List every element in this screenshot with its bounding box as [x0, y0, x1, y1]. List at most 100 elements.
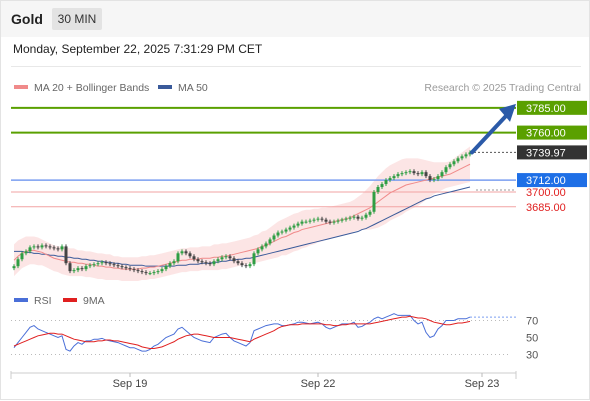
candle-body	[32, 246, 36, 248]
candle-body	[436, 176, 440, 180]
candle-body	[332, 221, 336, 223]
candle-body	[120, 266, 124, 268]
candle-body	[180, 251, 184, 254]
candle-body	[424, 172, 428, 177]
candle-body	[144, 272, 148, 274]
candle-body	[128, 268, 132, 270]
candle-body	[12, 266, 16, 269]
level-tag-3739.97	[517, 145, 587, 160]
candle-body	[272, 235, 276, 240]
candle-body	[448, 164, 452, 168]
candle-body	[316, 218, 320, 220]
candle-body	[312, 219, 316, 221]
candle-body	[36, 246, 40, 248]
timeframe-badge[interactable]: 30 MIN	[52, 8, 102, 30]
candle-body	[220, 257, 224, 260]
candle-body	[344, 218, 348, 220]
candle-body	[412, 171, 416, 174]
candle-body	[444, 167, 448, 173]
candle-body	[452, 161, 456, 165]
level-label-3785.00: 3785.00	[526, 103, 566, 115]
rsi-tick-50: 50	[526, 333, 538, 345]
level-label-3700.00: 3700.00	[526, 187, 566, 199]
level-tag-3785.00	[517, 100, 587, 115]
candle-body	[16, 259, 20, 267]
candle-body	[440, 172, 444, 177]
candle-body	[260, 246, 264, 250]
candle-body	[384, 180, 388, 185]
candle-body	[256, 249, 260, 254]
candle-body	[148, 273, 152, 275]
candle-body	[236, 261, 240, 264]
candle-body	[360, 217, 364, 219]
candle-body	[84, 266, 88, 270]
candle-body	[420, 172, 424, 175]
candle-body	[76, 268, 80, 271]
candle-body	[252, 253, 256, 265]
candle-body	[60, 246, 64, 250]
candle-body	[232, 258, 236, 262]
credit-label: Research © 2025 Trading Central	[424, 82, 581, 94]
candle-body	[116, 265, 120, 267]
candle-body	[268, 239, 272, 244]
level-tag-3712.00	[517, 173, 587, 188]
candle-body	[208, 263, 212, 265]
candle-body	[324, 219, 328, 222]
candle-body	[184, 251, 188, 254]
candle-body	[388, 178, 392, 181]
candle-body	[244, 265, 248, 267]
candle-body	[308, 220, 312, 222]
candle-body	[396, 174, 400, 177]
legend-ma50-label: MA 50	[178, 82, 208, 94]
candle-body	[188, 253, 192, 257]
candle-body	[404, 172, 408, 174]
rsi-tick-30: 30	[526, 350, 538, 362]
candle-body	[264, 243, 268, 247]
candle-body	[168, 263, 172, 267]
divider	[11, 66, 581, 67]
candle-body	[100, 262, 104, 264]
candle-body	[372, 191, 376, 212]
candle-body	[304, 221, 308, 223]
candle-body	[464, 154, 468, 157]
x-tick-Sep-22: Sep 22	[301, 378, 336, 390]
candle-body	[56, 248, 60, 250]
candle-body	[68, 263, 72, 272]
candle-body	[352, 216, 356, 218]
header-bar: Gold 30 MIN	[1, 1, 589, 37]
candle-body	[216, 259, 220, 262]
candle-body	[40, 245, 44, 248]
level-label-3760.00: 3760.00	[526, 128, 566, 140]
candle-body	[376, 187, 380, 192]
rsi-line	[13, 313, 471, 352]
candle-body	[356, 216, 360, 219]
candle-body	[400, 173, 404, 175]
candle-body	[104, 262, 108, 264]
candle-body	[64, 246, 68, 264]
candle-body	[204, 262, 208, 264]
candle-body	[152, 272, 156, 274]
forecast-arrow-shaft	[470, 112, 509, 155]
rsi-tick-70: 70	[526, 316, 538, 328]
legend-9ma-swatch	[63, 298, 77, 302]
candle-body	[136, 270, 140, 272]
candle-body	[92, 264, 96, 266]
candle-body	[240, 263, 244, 266]
level-tag-3760.00	[517, 125, 587, 140]
candle-body	[132, 269, 136, 271]
candle-body	[300, 221, 304, 224]
candle-body	[52, 247, 56, 249]
x-tick-Sep-23: Sep 23	[465, 378, 500, 390]
candle-body	[284, 229, 288, 232]
symbol-title: Gold	[11, 11, 43, 27]
bollinger-band	[14, 146, 470, 282]
legend-rsi-label: RSI	[34, 295, 52, 307]
candle-body	[248, 264, 252, 267]
candle-body	[292, 225, 296, 228]
candle-body	[428, 176, 432, 181]
candle-body	[368, 211, 372, 215]
legend-rsi-swatch	[14, 298, 28, 302]
candle-body	[468, 152, 472, 155]
